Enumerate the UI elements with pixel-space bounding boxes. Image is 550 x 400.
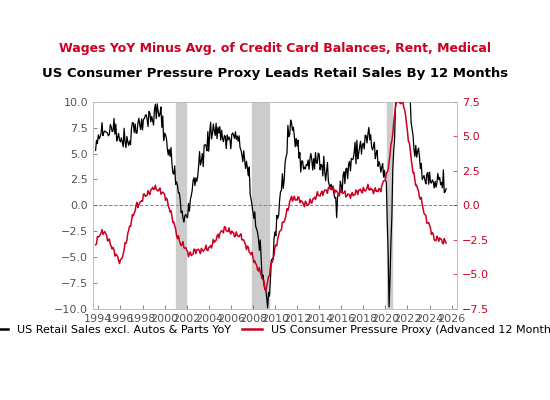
Legend: US Retail Sales excl. Autos & Parts YoY, US Consumer Pressure Proxy (Advanced 12: US Retail Sales excl. Autos & Parts YoY,… xyxy=(0,320,550,339)
Bar xyxy=(387,102,392,309)
Bar xyxy=(252,102,270,309)
Title: US Consumer Pressure Proxy Leads Retail Sales By 12 Months: US Consumer Pressure Proxy Leads Retail … xyxy=(42,67,508,80)
Text: Wages YoY Minus Avg. of Credit Card Balances, Rent, Medical: Wages YoY Minus Avg. of Credit Card Bala… xyxy=(59,42,491,55)
Bar xyxy=(175,102,185,309)
